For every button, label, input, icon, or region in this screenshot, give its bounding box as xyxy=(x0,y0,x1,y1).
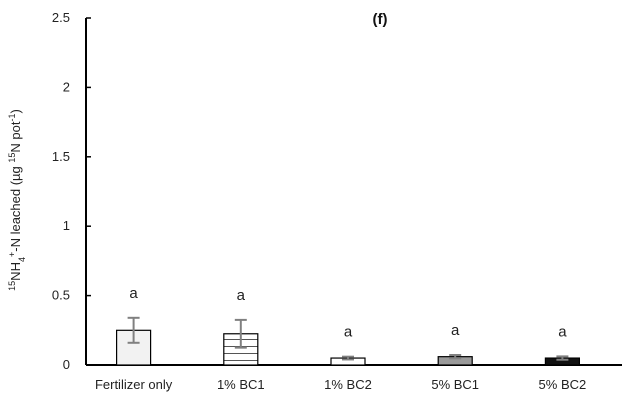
x-tick-label: 5% BC1 xyxy=(431,377,479,392)
y-axis-ticks: 0 0.5 1 1.5 2 2.5 xyxy=(52,10,91,372)
x-axis-categories: Fertilizer only 1% BC1 1% BC2 5% BC1 5% BC2 xyxy=(95,377,586,392)
y-tick-label: 2 xyxy=(63,79,70,94)
chart-title: (f) xyxy=(373,11,388,28)
y-tick-label: 1.5 xyxy=(52,149,70,164)
x-tick-label: Fertilizer only xyxy=(95,377,173,392)
error-bars xyxy=(127,316,569,361)
significance-labels: a a a a a xyxy=(129,285,567,341)
y-tick-label: 0.5 xyxy=(52,288,70,303)
x-tick-label: 5% BC2 xyxy=(539,377,587,392)
significance-label: a xyxy=(558,323,567,340)
significance-label: a xyxy=(344,324,353,341)
y-axis-title-text: 15NH4+-N leached (µg 15N pot-1) xyxy=(7,109,27,291)
axes xyxy=(85,18,622,366)
significance-label: a xyxy=(129,285,138,302)
y-tick-label: 1 xyxy=(63,218,70,233)
x-tick-label: 1% BC1 xyxy=(217,377,265,392)
y-tick-label: 2.5 xyxy=(52,10,70,25)
significance-label: a xyxy=(237,287,246,304)
y-axis-title: 15NH4+-N leached (µg 15N pot-1) xyxy=(7,109,27,291)
y-tick-label: 0 xyxy=(63,357,70,372)
x-tick-label: 1% BC2 xyxy=(324,377,372,392)
significance-label: a xyxy=(451,322,460,339)
bar xyxy=(115,329,152,366)
bars xyxy=(115,329,581,366)
